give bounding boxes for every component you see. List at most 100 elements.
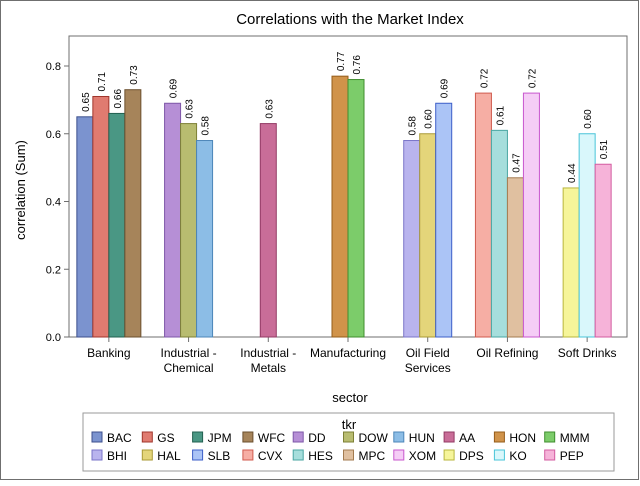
legend-swatch-cvx — [242, 449, 254, 461]
data-label-dow: 0.63 — [185, 99, 196, 119]
legend-label-bac: BAC — [107, 431, 132, 445]
data-label-bac: 0.65 — [81, 92, 92, 112]
legend-swatch-bhi — [91, 449, 103, 461]
bar-dd — [164, 102, 182, 338]
legend-swatch-hun — [393, 431, 405, 443]
bar-ko — [578, 133, 596, 338]
bar-dps — [562, 187, 580, 338]
legend-label-wfc: WFC — [258, 431, 286, 445]
x-tick-label: Services — [405, 361, 451, 375]
x-tick-label: Chemical — [164, 361, 214, 375]
legend-label-hun: HUN — [409, 431, 435, 445]
legend-swatch-ko — [493, 449, 505, 461]
x-axis-label: sector — [332, 390, 368, 405]
data-label-pep: 0.51 — [599, 139, 610, 159]
data-label-dd: 0.69 — [169, 78, 180, 98]
bar-hes — [490, 129, 508, 338]
bar-hon — [331, 75, 349, 338]
data-label-jpm: 0.66 — [113, 89, 124, 109]
legend-swatch-hon — [493, 431, 505, 443]
legend: tkr BAC GS JPM WFC DD DOW HUN AA HON MMM BHI HAL SLB… — [82, 412, 615, 472]
legend-frame — [82, 412, 615, 472]
y-tick-label: 0.6 — [46, 129, 61, 141]
legend-title: tkr — [342, 417, 357, 432]
legend-swatch-hal — [141, 449, 153, 461]
x-tick-label: Manufacturing — [310, 346, 386, 360]
legend-label-hal: HAL — [157, 449, 181, 463]
data-label-mpc: 0.47 — [511, 153, 522, 173]
bar-bhi — [403, 140, 421, 338]
bar-cvx — [474, 92, 492, 338]
bar-mmm — [347, 79, 365, 338]
bar-xom — [522, 92, 540, 338]
legend-swatch-jpm — [192, 431, 204, 443]
bar-wfc — [124, 89, 142, 338]
bar-bac — [76, 116, 94, 338]
data-label-bhi: 0.58 — [408, 116, 419, 136]
y-tick-label: 0.0 — [46, 332, 61, 344]
legend-label-hes: HES — [308, 449, 333, 463]
data-label-hun: 0.58 — [201, 116, 212, 136]
legend-swatch-gs — [141, 431, 153, 443]
legend-label-aa: AA — [459, 431, 475, 445]
legend-label-hon: HON — [509, 431, 536, 445]
data-label-gs: 0.71 — [97, 72, 108, 92]
legend-swatch-dow — [343, 431, 354, 443]
plot-area: 0.0 0.2 0.4 0.6 0.8 Banking 0.65 0.71 0.66 0.73 In… — [46, 35, 628, 375]
x-tick-label: Industrial - — [240, 346, 296, 360]
data-label-hes: 0.61 — [495, 105, 506, 125]
data-label-dps: 0.44 — [567, 163, 578, 183]
legend-label-xom: XOM — [409, 449, 436, 463]
legend-swatch-mpc — [343, 449, 354, 461]
y-tick-label: 0.8 — [46, 61, 61, 73]
data-label-aa: 0.63 — [264, 99, 275, 119]
bar-aa — [259, 123, 277, 338]
bar-dow — [180, 123, 198, 338]
x-tick-label: Banking — [87, 346, 130, 360]
legend-swatch-mmm — [544, 431, 556, 443]
data-label-mmm: 0.76 — [352, 55, 363, 75]
bar-mpc — [506, 177, 524, 338]
data-label-hal: 0.60 — [424, 109, 435, 129]
y-axis-label: correlation (Sum) — [13, 140, 28, 240]
legend-swatch-xom — [393, 449, 405, 461]
data-label-cvx: 0.72 — [479, 68, 490, 88]
x-tick-label: Oil Field — [406, 346, 450, 360]
legend-swatch-bac — [91, 431, 103, 443]
bar-jpm — [108, 112, 126, 338]
data-label-hon: 0.77 — [336, 51, 347, 71]
legend-swatch-dps — [443, 449, 455, 461]
legend-swatch-slb — [192, 449, 204, 461]
y-tick-label: 0.4 — [46, 197, 61, 209]
bar-gs — [92, 95, 110, 338]
legend-label-dps: DPS — [459, 449, 484, 463]
legend-swatch-pep — [544, 449, 556, 461]
legend-label-jpm: JPM — [208, 431, 232, 445]
x-tick-label: Soft Drinks — [558, 346, 617, 360]
legend-label-pep: PEP — [560, 449, 584, 463]
x-tick-label: Metals — [251, 361, 286, 375]
legend-swatch-dd — [292, 431, 304, 443]
x-tick-label: Oil Refining — [476, 346, 538, 360]
legend-label-ko: KO — [509, 449, 526, 463]
legend-label-cvx: CVX — [258, 449, 283, 463]
legend-label-dow: DOW — [359, 431, 389, 445]
legend-label-mpc: MPC — [359, 449, 386, 463]
legend-label-slb: SLB — [208, 449, 231, 463]
data-label-slb: 0.69 — [440, 78, 451, 98]
bar-pep — [594, 163, 612, 338]
data-label-ko: 0.60 — [583, 109, 594, 129]
legend-label-gs: GS — [157, 431, 174, 445]
legend-swatch-aa — [443, 431, 455, 443]
bar-slb — [435, 102, 453, 338]
legend-swatch-wfc — [242, 431, 254, 443]
chart-title: Correlations with the Market Index — [236, 11, 464, 28]
legend-label-dd: DD — [308, 431, 326, 445]
data-label-xom: 0.72 — [527, 68, 538, 88]
bar-hal — [419, 133, 437, 338]
legend-swatch-hes — [292, 449, 304, 461]
y-tick-label: 0.2 — [46, 264, 61, 276]
legend-label-bhi: BHI — [107, 449, 127, 463]
